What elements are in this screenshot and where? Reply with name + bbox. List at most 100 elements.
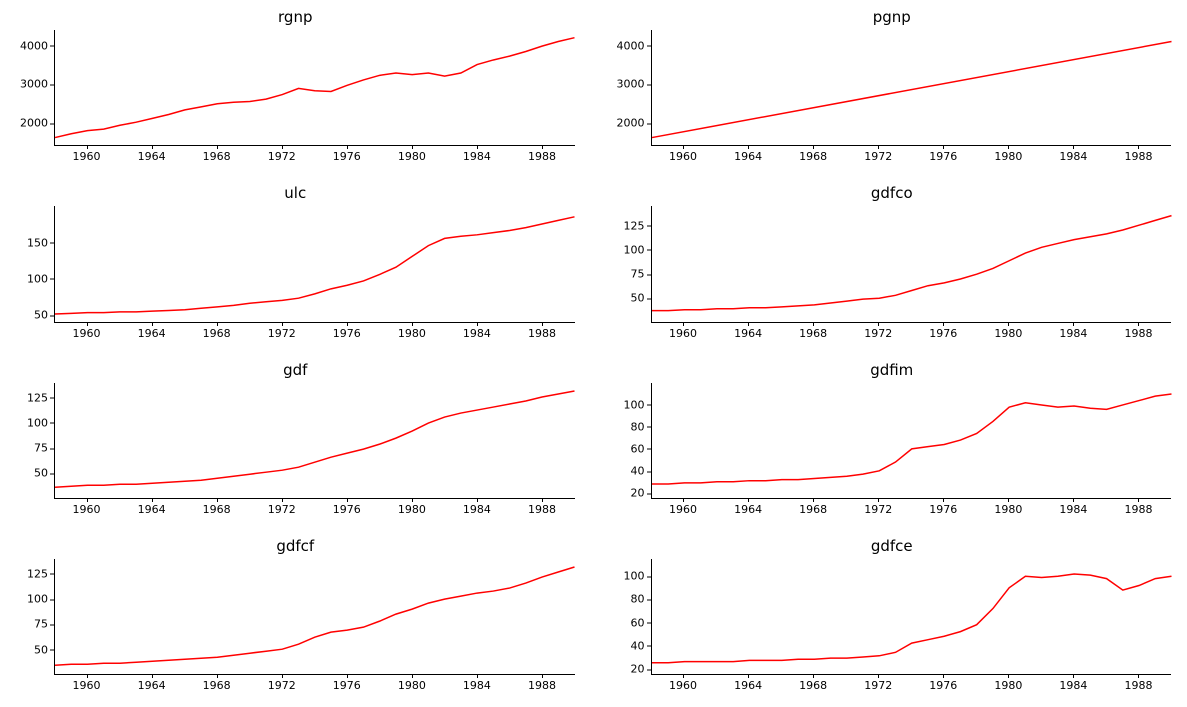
chart-panel-gdf: gdf5075100125196019641968197219761980198… bbox=[12, 361, 579, 519]
y-tick-label: 3000 bbox=[20, 78, 48, 91]
chart-panel-gdfco: gdfco50751001251960196419681972197619801… bbox=[609, 184, 1176, 342]
x-tick-label: 1960 bbox=[73, 679, 101, 692]
x-axis-ticks: 19601964196819721976198019841988 bbox=[54, 675, 575, 695]
data-line bbox=[652, 42, 1172, 138]
x-tick-label: 1968 bbox=[799, 150, 827, 163]
chart-panel-ulc: ulc5010015019601964196819721976198019841… bbox=[12, 184, 579, 342]
plot-wrap: 2040608010019601964196819721976198019841… bbox=[609, 383, 1176, 519]
y-tick-label: 100 bbox=[27, 272, 48, 285]
y-tick-label: 80 bbox=[631, 420, 645, 433]
plot-wrap: 2000300040001960196419681972197619801984… bbox=[609, 30, 1176, 166]
x-tick-label: 1972 bbox=[864, 503, 892, 516]
x-tick-label: 1984 bbox=[463, 679, 491, 692]
x-axis-ticks: 19601964196819721976198019841988 bbox=[54, 323, 575, 343]
plot-area bbox=[651, 206, 1172, 322]
x-tick-label: 1980 bbox=[398, 150, 426, 163]
chart-panel-gdfcf: gdfcf50751001251960196419681972197619801… bbox=[12, 537, 579, 695]
y-tick-label: 40 bbox=[631, 639, 645, 652]
x-tick-label: 1972 bbox=[268, 503, 296, 516]
x-tick-label: 1988 bbox=[528, 327, 556, 340]
y-tick-label: 4000 bbox=[617, 39, 645, 52]
line-chart-svg bbox=[55, 206, 575, 321]
x-tick-label: 1968 bbox=[203, 327, 231, 340]
chart-title: gdfco bbox=[609, 184, 1176, 202]
y-tick-label: 100 bbox=[27, 416, 48, 429]
x-tick-label: 1980 bbox=[398, 503, 426, 516]
plot-area bbox=[651, 559, 1172, 675]
chart-title: ulc bbox=[12, 184, 579, 202]
x-tick-label: 1984 bbox=[1059, 150, 1087, 163]
chart-panel-rgnp: rgnp200030004000196019641968197219761980… bbox=[12, 8, 579, 166]
data-line bbox=[55, 567, 575, 665]
x-tick-label: 1964 bbox=[138, 327, 166, 340]
y-tick-label: 60 bbox=[631, 616, 645, 629]
line-chart-svg bbox=[55, 30, 575, 145]
chart-panel-gdfce: gdfce20406080100196019641968197219761980… bbox=[609, 537, 1176, 695]
x-tick-label: 1976 bbox=[333, 327, 361, 340]
y-axis-ticks: 5075100125 bbox=[609, 206, 651, 322]
x-tick-label: 1988 bbox=[528, 503, 556, 516]
y-axis-ticks: 20406080100 bbox=[609, 559, 651, 675]
y-tick-label: 80 bbox=[631, 593, 645, 606]
x-tick-label: 1976 bbox=[929, 150, 957, 163]
x-tick-label: 1988 bbox=[528, 150, 556, 163]
x-tick-label: 1980 bbox=[994, 327, 1022, 340]
x-tick-label: 1964 bbox=[734, 327, 762, 340]
y-tick-label: 40 bbox=[631, 465, 645, 478]
x-tick-label: 1988 bbox=[528, 679, 556, 692]
plot-area bbox=[651, 30, 1172, 146]
y-axis-ticks: 5075100125 bbox=[12, 559, 54, 675]
x-tick-label: 1984 bbox=[1059, 327, 1087, 340]
data-line bbox=[55, 217, 575, 314]
chart-title: gdfcf bbox=[12, 537, 579, 555]
x-tick-label: 1972 bbox=[268, 679, 296, 692]
x-tick-label: 1960 bbox=[669, 503, 697, 516]
x-tick-label: 1972 bbox=[268, 327, 296, 340]
x-tick-label: 1964 bbox=[138, 679, 166, 692]
x-tick-label: 1984 bbox=[1059, 679, 1087, 692]
y-tick-label: 125 bbox=[27, 567, 48, 580]
x-tick-label: 1976 bbox=[333, 503, 361, 516]
line-chart-svg bbox=[652, 30, 1172, 145]
y-tick-label: 75 bbox=[34, 442, 48, 455]
plot-wrap: 2040608010019601964196819721976198019841… bbox=[609, 559, 1176, 695]
data-line bbox=[55, 38, 575, 138]
plot-wrap: 5010015019601964196819721976198019841988 bbox=[12, 206, 579, 342]
y-tick-label: 20 bbox=[631, 487, 645, 500]
x-tick-label: 1968 bbox=[203, 679, 231, 692]
chart-panel-pgnp: pgnp200030004000196019641968197219761980… bbox=[609, 8, 1176, 166]
data-line bbox=[652, 216, 1172, 311]
line-chart-svg bbox=[652, 559, 1172, 674]
x-axis-ticks: 19601964196819721976198019841988 bbox=[651, 675, 1172, 695]
x-tick-label: 1960 bbox=[73, 327, 101, 340]
x-tick-label: 1972 bbox=[864, 327, 892, 340]
x-tick-label: 1976 bbox=[333, 150, 361, 163]
x-tick-label: 1972 bbox=[864, 679, 892, 692]
x-tick-label: 1980 bbox=[994, 150, 1022, 163]
x-tick-label: 1968 bbox=[203, 150, 231, 163]
y-tick-label: 100 bbox=[624, 398, 645, 411]
x-tick-label: 1980 bbox=[398, 327, 426, 340]
y-tick-label: 2000 bbox=[617, 117, 645, 130]
plot-wrap: 5075100125196019641968197219761980198419… bbox=[12, 383, 579, 519]
x-tick-label: 1968 bbox=[799, 679, 827, 692]
x-tick-label: 1988 bbox=[1124, 150, 1152, 163]
chart-title: gdfim bbox=[609, 361, 1176, 379]
x-tick-label: 1964 bbox=[734, 150, 762, 163]
y-axis-ticks: 5075100125 bbox=[12, 383, 54, 499]
chart-title: rgnp bbox=[12, 8, 579, 26]
line-chart-svg bbox=[55, 383, 575, 498]
x-tick-label: 1964 bbox=[138, 503, 166, 516]
y-tick-label: 50 bbox=[34, 309, 48, 322]
chart-title: gdfce bbox=[609, 537, 1176, 555]
y-tick-label: 3000 bbox=[617, 78, 645, 91]
x-tick-label: 1980 bbox=[994, 679, 1022, 692]
x-axis-ticks: 19601964196819721976198019841988 bbox=[651, 146, 1172, 166]
y-tick-label: 20 bbox=[631, 663, 645, 676]
x-tick-label: 1984 bbox=[463, 503, 491, 516]
x-tick-label: 1976 bbox=[929, 679, 957, 692]
x-tick-label: 1976 bbox=[333, 679, 361, 692]
y-tick-label: 2000 bbox=[20, 117, 48, 130]
plot-area bbox=[54, 559, 575, 675]
chart-panel-gdfim: gdfim20406080100196019641968197219761980… bbox=[609, 361, 1176, 519]
